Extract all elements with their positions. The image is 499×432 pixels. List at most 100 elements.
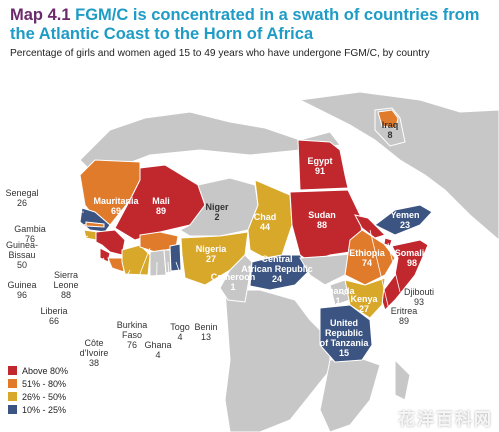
country-gambia[interactable] [85, 221, 105, 228]
country-name: Yemen [390, 210, 419, 220]
no-data-land [79, 91, 499, 432]
country-name: Leone [53, 280, 78, 290]
country-egypt[interactable] [297, 139, 349, 191]
country-value: 89 [399, 316, 409, 326]
country-value: 1 [335, 296, 340, 306]
country-name: Somalia [395, 248, 431, 258]
country-sierra-leone[interactable] [99, 247, 111, 263]
country-name: Senegal [5, 188, 38, 198]
leader-lines [39, 211, 401, 341]
legend-swatch [8, 366, 17, 375]
country-name: Chad [254, 212, 277, 222]
country-name: African Republic [241, 264, 313, 274]
legend-label: 51% - 80% [22, 378, 67, 389]
country-value: 98 [407, 258, 417, 268]
country-value: 15 [339, 348, 349, 358]
country-guinea[interactable] [95, 229, 126, 256]
country-value: 93 [414, 297, 424, 307]
legend-swatch [8, 405, 17, 414]
country-label-mali: Mali 89 [152, 196, 170, 216]
country-label-ghana: Ghana 4 [144, 340, 171, 360]
country-cameroon[interactable] [219, 254, 253, 303]
country-yemen[interactable] [374, 204, 433, 236]
country-cote-divoire[interactable] [121, 244, 151, 276]
country-value: 24 [272, 274, 282, 284]
country-value: 8 [387, 130, 392, 140]
country-name: Guinea [7, 280, 36, 290]
country-name: Faso [122, 330, 142, 340]
country-label-senegal: Senegal 26 [5, 188, 38, 208]
country-label-yemen: Yemen 23 [390, 210, 419, 230]
legend-item: 26% - 50% [8, 391, 138, 402]
legend-item: 10% - 25% [8, 404, 138, 415]
country-name: d'Ivoire [80, 348, 109, 358]
country-label-guinea: Guinea 96 [7, 280, 36, 300]
country-value: 76 [127, 340, 137, 350]
country-label-iraq: Iraq 8 [382, 120, 399, 140]
country-name: Cameroon [211, 272, 256, 282]
country-ethiopia[interactable] [344, 229, 396, 286]
country-label-chad: Chad 44 [254, 212, 277, 232]
country-value: 26 [17, 198, 27, 208]
country-label-sierra-leone: Sierra Leone 88 [53, 270, 78, 300]
country-label-liberia: Liberia 66 [40, 306, 67, 326]
country-value: 66 [49, 316, 59, 326]
map-title-text: FGM/C is concentrated in a swath of coun… [10, 6, 480, 43]
country-value: 13 [201, 332, 211, 342]
country-name: Republic [325, 328, 363, 338]
legend: Above 80% 51% - 80% 26% - 50% 10% - 25% [8, 365, 138, 417]
country-sudan[interactable] [289, 189, 363, 263]
legend-label: Above 80% [22, 365, 69, 376]
country-name: Benin [194, 322, 217, 332]
country-eritrea[interactable] [354, 214, 386, 239]
country-value: 74 [362, 258, 372, 268]
country-label-eritrea: Eritrea 89 [391, 306, 418, 326]
country-tanzania[interactable] [319, 304, 373, 363]
country-name: Togo [170, 322, 190, 332]
country-somalia[interactable] [379, 239, 429, 311]
country-label-nigeria: Nigeria 27 [196, 244, 228, 264]
country-name: United [330, 318, 358, 328]
country-value: 27 [359, 304, 369, 314]
country-value: 88 [61, 290, 71, 300]
country-togo[interactable] [163, 249, 172, 274]
country-value: 96 [17, 290, 27, 300]
country-value: 89 [156, 206, 166, 216]
country-label-togo: Togo 4 [170, 322, 190, 342]
legend-item: Above 80% [8, 365, 138, 376]
country-car[interactable] [249, 254, 311, 291]
country-name: Djibouti [404, 287, 434, 297]
country-djibouti[interactable] [383, 237, 393, 247]
country-value: 4 [155, 350, 160, 360]
country-name: Nigeria [196, 244, 228, 254]
country-name: Mauritania [93, 196, 139, 206]
country-name: Central [261, 254, 292, 264]
country-name: of Tanzania [320, 338, 370, 348]
country-name: Sierra [54, 270, 78, 280]
country-label-mauritania: Mauritania 69 [93, 196, 139, 216]
country-label-tanzania: United Republic of Tanzania 15 [320, 318, 370, 358]
country-name: Uganda [321, 286, 355, 296]
country-label-egypt: Egypt 91 [307, 156, 332, 176]
legend-item: 51% - 80% [8, 378, 138, 389]
country-name: Egypt [307, 156, 332, 166]
country-name: Kenya [350, 294, 378, 304]
country-label-cameroon: Cameroon 1 [211, 272, 256, 292]
country-name: Sudan [308, 210, 336, 220]
legend-swatch [8, 379, 17, 388]
country-name: Liberia [40, 306, 67, 316]
country-name: Mali [152, 196, 170, 206]
country-name: Gambia [14, 224, 46, 234]
country-benin[interactable] [169, 243, 182, 272]
country-name: Côte [84, 338, 103, 348]
country-name: Iraq [382, 120, 399, 130]
iraq-kurdistan [377, 109, 399, 129]
country-label-somalia: Somalia 98 [395, 248, 431, 268]
map-number: Map 4.1 [10, 6, 71, 24]
country-ghana[interactable] [149, 249, 167, 277]
country-name: Guinea- [6, 240, 38, 250]
country-value: 23 [400, 220, 410, 230]
country-value: 88 [317, 220, 327, 230]
map-title: Map 4.1 FGM/C is concentrated in a swath… [10, 6, 495, 44]
